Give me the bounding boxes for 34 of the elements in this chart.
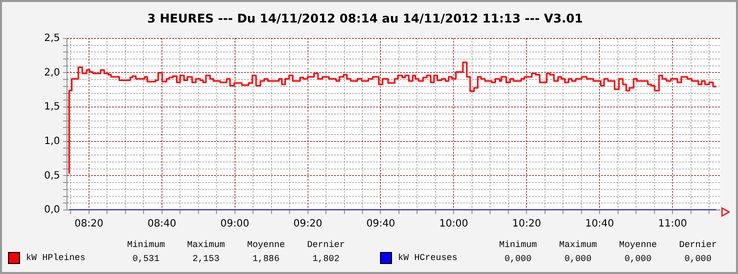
x-tick-label: 09:00	[220, 218, 250, 230]
x-tick-label: 10:00	[439, 218, 468, 230]
text: Moyenne	[618, 240, 658, 252]
x-tick-label: 09:20	[293, 218, 322, 230]
text: Dernier	[678, 240, 718, 252]
y-tick-label: 0,0	[44, 204, 60, 216]
text: Moyenne	[246, 240, 286, 252]
text: 0,531	[131, 254, 160, 264]
chart-title: 3 HEURES --- Du 14/11/2012 08:14 au 14/11/2012 11:13 --- V3.01	[147, 11, 583, 26]
x-tick-label: 10:40	[585, 218, 614, 230]
y-tick-label: 1,0	[44, 136, 60, 147]
x-tick-label: 10:20	[512, 218, 542, 230]
text: 0,000	[563, 254, 592, 264]
text: 1,802	[311, 254, 340, 264]
y-tick-label: 2,5	[44, 32, 60, 44]
text: 2,153	[191, 254, 220, 264]
legend-label: kW HPleines	[26, 253, 86, 263]
legend-label: kW HCreuses	[398, 253, 458, 263]
y-tick-label: 0,5	[44, 170, 60, 182]
text: 0,000	[683, 254, 712, 264]
x-tick-label: 11:00	[658, 218, 687, 230]
text: 0,000	[623, 254, 652, 264]
text: Minimum	[126, 240, 166, 252]
x-tick-label: 08:20	[74, 218, 104, 230]
text: 0,000	[503, 254, 532, 264]
x-tick-label: 09:40	[366, 218, 396, 230]
y-tick-label: 1,5	[44, 102, 60, 113]
text: Dernier	[306, 240, 346, 252]
text: 1,886	[251, 254, 280, 264]
x-tick-label: 08:40	[147, 218, 176, 230]
text: Maximum	[186, 240, 226, 252]
text: Maximum	[558, 240, 598, 252]
text: Minimum	[498, 240, 538, 252]
y-tick-label: 2,0	[44, 67, 60, 78]
